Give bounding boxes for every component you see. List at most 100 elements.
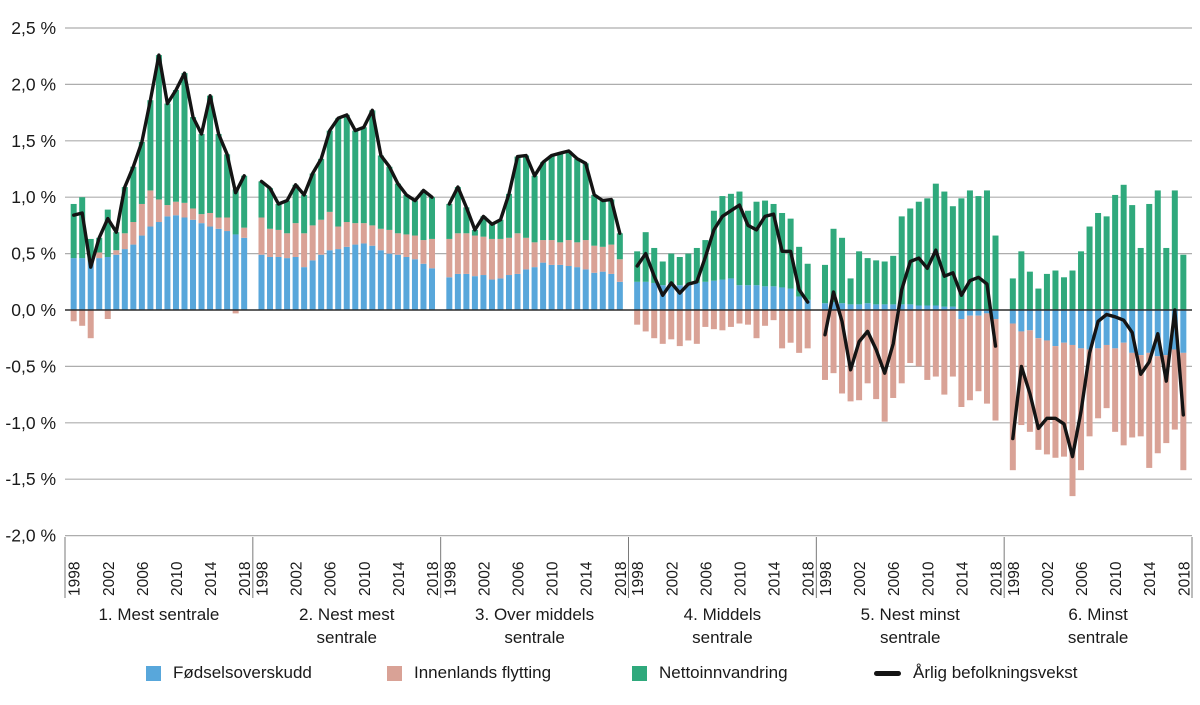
bar-segment-innenlands_flytting [1043, 340, 1050, 455]
bar-segment-nettoinnvandring [172, 90, 179, 202]
bar-segment-nettoinnvandring [121, 187, 128, 234]
bar-segment-innenlands_flytting [130, 222, 137, 245]
bar-segment-nettoinnvandring [1078, 251, 1085, 310]
bar-segment-innenlands_flytting [497, 238, 504, 279]
bar-segment-nettoinnvandring [411, 200, 418, 236]
bar-segment-nettoinnvandring [377, 155, 384, 229]
bar-segment-nettoinnvandring [1163, 247, 1170, 310]
bar-segment-innenlands_flytting [634, 310, 641, 325]
year-tick-label: 2018 [613, 562, 630, 596]
bar-segment-innenlands_flytting [523, 237, 530, 270]
y-axis-label: -1,5 % [5, 469, 56, 489]
bar-segment-innenlands_flytting [591, 245, 598, 273]
year-tick-label: 1998 [67, 562, 84, 596]
group-label: 4. Middels [684, 605, 761, 624]
bar-segment-innenlands_flytting [821, 310, 828, 380]
bar-segment-nettoinnvandring [360, 127, 367, 224]
bar-segment-fodselsoverskudd [599, 271, 606, 310]
bar-segment-innenlands_flytting [1026, 330, 1033, 432]
bar-segment-fodselsoverskudd [873, 304, 880, 310]
bar-segment-innenlands_flytting [966, 315, 973, 401]
bar-segment-innenlands_flytting [830, 310, 837, 374]
bar-segment-innenlands_flytting [79, 310, 86, 326]
bar-segment-nettoinnvandring [506, 193, 513, 238]
bar-segment-fodselsoverskudd [548, 264, 555, 310]
bar-segment-innenlands_flytting [198, 214, 205, 224]
legend-item-nettoinnvandring: Nettoinnvandring [632, 656, 788, 690]
bar-segment-innenlands_flytting [488, 238, 495, 280]
bar-segment-fodselsoverskudd [847, 304, 854, 310]
bar-segment-innenlands_flytting [360, 223, 367, 244]
group-label: sentrale [692, 628, 752, 647]
legend-item-innenlands-flytting: Innenlands flytting [387, 656, 551, 690]
bar-segment-fodselsoverskudd [70, 258, 77, 310]
year-tick-label: 2010 [732, 561, 749, 596]
bar-segment-nettoinnvandring [710, 210, 717, 281]
bar-segment-innenlands_flytting [506, 237, 513, 276]
bar-segment-innenlands_flytting [352, 223, 359, 245]
bar-segment-innenlands_flytting [608, 244, 615, 274]
bar-segment-nettoinnvandring [821, 264, 828, 304]
year-tick-label: 1998 [818, 562, 835, 596]
bar-segment-innenlands_flytting [668, 310, 675, 340]
bar-segment-fodselsoverskudd [87, 261, 94, 310]
bar-segment-fodselsoverskudd [744, 285, 751, 310]
bar-segment-fodselsoverskudd [113, 254, 120, 310]
bar-segment-fodselsoverskudd [471, 276, 478, 310]
bar-segment-innenlands_flytting [335, 226, 342, 250]
bar-segment-innenlands_flytting [685, 310, 692, 341]
group-label: sentrale [504, 628, 564, 647]
bar-segment-fodselsoverskudd [1137, 310, 1144, 356]
bar-segment-nettoinnvandring [463, 207, 470, 234]
bar-segment-fodselsoverskudd [753, 285, 760, 310]
bar-segment-nettoinnvandring [1129, 205, 1136, 310]
bar-segment-innenlands_flytting [565, 240, 572, 267]
bar-segment-fodselsoverskudd [1043, 310, 1050, 341]
bar-segment-nettoinnvandring [668, 253, 675, 283]
bar-segment-innenlands_flytting [651, 310, 658, 339]
bar-segment-innenlands_flytting [958, 319, 965, 408]
bar-segment-innenlands_flytting [258, 217, 265, 255]
domestic-migration-swatch-icon [387, 665, 402, 681]
bar-segment-innenlands_flytting [326, 211, 333, 251]
bar-segment-fodselsoverskudd [616, 281, 623, 310]
bar-segment-fodselsoverskudd [326, 250, 333, 310]
bar-segment-nettoinnvandring [497, 219, 504, 239]
year-tick-label: 2010 [920, 561, 937, 596]
bar-segment-innenlands_flytting [190, 208, 197, 220]
bar-segment-fodselsoverskudd [1009, 310, 1016, 324]
group-label: 2. Nest mest [299, 605, 395, 624]
bar-segment-innenlands_flytting [1154, 356, 1161, 454]
bar-segment-nettoinnvandring [190, 117, 197, 209]
bar-segment-fodselsoverskudd [1086, 310, 1093, 350]
year-tick-label: 2002 [852, 562, 869, 596]
year-tick-label: 2006 [698, 562, 715, 596]
bar-segment-nettoinnvandring [130, 166, 137, 223]
bar-segment-innenlands_flytting [1129, 352, 1136, 438]
bar-segment-innenlands_flytting [839, 310, 846, 394]
bar-segment-innenlands_flytting [224, 217, 231, 232]
bar-segment-fodselsoverskudd [275, 256, 282, 310]
year-tick-label: 2006 [511, 562, 528, 596]
bar-segment-innenlands_flytting [386, 229, 393, 254]
bar-segment-nettoinnvandring [770, 203, 777, 287]
bar-segment-innenlands_flytting [267, 228, 274, 257]
bar-segment-fodselsoverskudd [369, 245, 376, 310]
bar-segment-innenlands_flytting [411, 235, 418, 260]
bar-segment-nettoinnvandring [1026, 271, 1033, 310]
bar-segment-fodselsoverskudd [480, 275, 487, 310]
bar-segment-nettoinnvandring [890, 255, 897, 305]
bar-segment-fodselsoverskudd [463, 273, 470, 310]
bar-segment-nettoinnvandring [326, 130, 333, 212]
year-tick-label: 2002 [476, 562, 493, 596]
bar-segment-nettoinnvandring [1137, 247, 1144, 310]
bar-segment-nettoinnvandring [155, 55, 162, 200]
bar-segment-fodselsoverskudd [514, 273, 521, 310]
bar-segment-innenlands_flytting [1086, 349, 1093, 437]
year-tick-label: 2010 [357, 561, 374, 596]
bar-segment-fodselsoverskudd [983, 310, 990, 314]
y-axis-label: 1,5 % [11, 131, 56, 151]
bar-segment-innenlands_flytting [284, 233, 291, 259]
year-tick-label: 2002 [664, 562, 681, 596]
bar-segment-fodselsoverskudd [591, 272, 598, 310]
